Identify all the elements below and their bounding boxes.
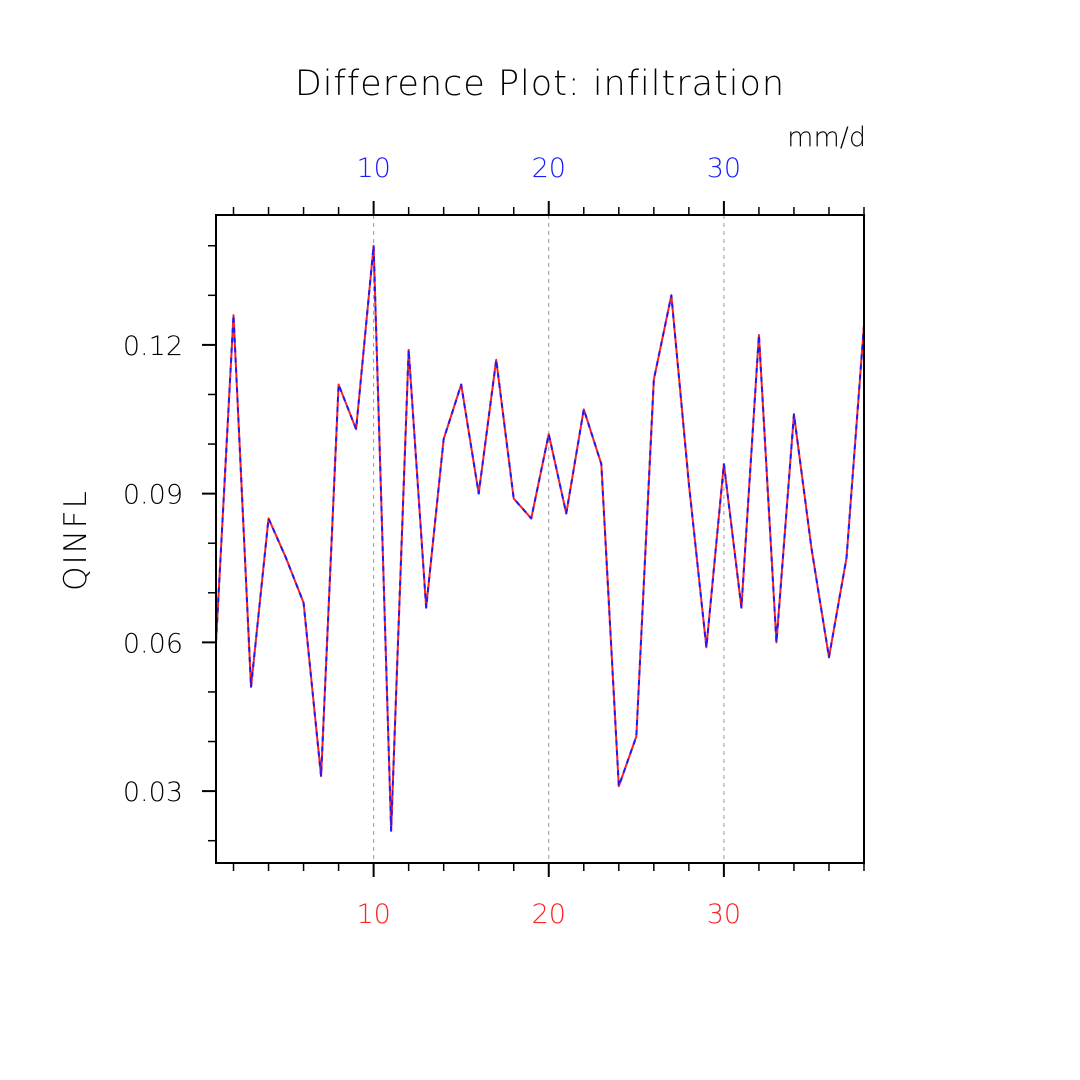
x-tick-label-top: 10 xyxy=(356,153,390,184)
x-tick-label-bottom: 20 xyxy=(532,899,566,930)
chart-units: mm/d xyxy=(787,122,866,153)
x-tick-label-bottom: 30 xyxy=(707,899,741,930)
y-axis-label: QINFL xyxy=(58,489,94,591)
chart-title: Difference Plot: infiltration xyxy=(295,64,785,104)
series-lines xyxy=(215,244,865,832)
series-line-2 xyxy=(215,244,865,832)
y-tick-label: 0.06 xyxy=(123,628,183,659)
grid-lines xyxy=(373,215,725,863)
plot-frame xyxy=(215,214,865,864)
x-tick-label-top: 30 xyxy=(707,153,741,184)
x-tick-label-bottom: 10 xyxy=(356,899,390,930)
y-tick-label: 0.12 xyxy=(123,331,183,362)
x-tick-label-top: 20 xyxy=(532,153,566,184)
minor-ticks xyxy=(208,207,865,871)
y-tick-label: 0.03 xyxy=(123,777,183,808)
y-tick-label: 0.09 xyxy=(123,480,183,511)
tick-labels: 0.03 0.06 0.09 0.12 10 20 30 10 20 30 xyxy=(123,153,741,930)
major-ticks xyxy=(202,201,725,877)
series-line-1 xyxy=(215,244,865,832)
